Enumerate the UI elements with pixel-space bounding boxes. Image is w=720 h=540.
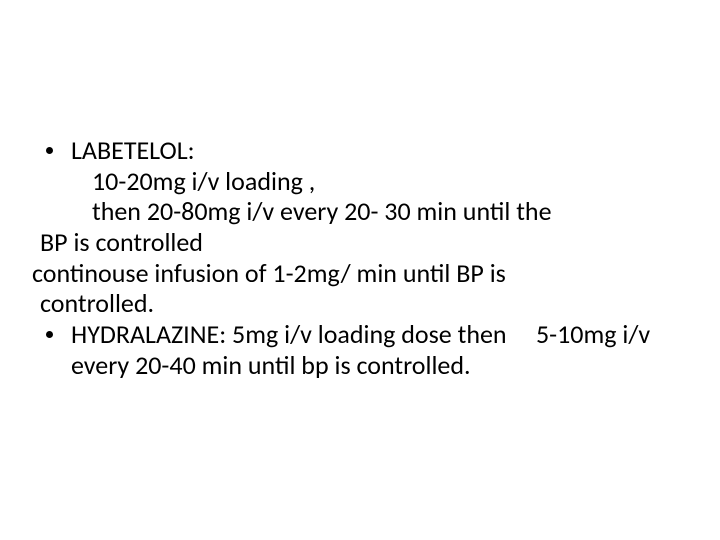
bullet-text: LABETELOL: [71,135,680,166]
gap [507,318,536,350]
line: controlled. [40,288,680,319]
bullet-text: HYDRALAZINE: 5mg i/v loading dose then 5… [71,319,680,380]
line: 10-20mg i/v loading , [40,166,680,197]
line: continouse infusion of 1-2mg/ min until … [32,258,680,289]
bullet-dot-icon [46,147,53,154]
line-part: HYDRALAZINE: 5mg i/v loading dose then [71,318,507,350]
bullet-item: LABETELOL: [40,135,680,166]
bullet-dot-icon [46,331,53,338]
line: LABETELOL: [71,135,680,166]
line: BP is controlled [40,227,680,258]
slide: LABETELOL: 10-20mg i/v loading , then 20… [0,0,720,540]
text-body: LABETELOL: 10-20mg i/v loading , then 20… [40,135,680,380]
line: then 20-80mg i/v every 20- 30 min until … [40,196,680,227]
bullet-item: HYDRALAZINE: 5mg i/v loading dose then 5… [40,319,680,380]
